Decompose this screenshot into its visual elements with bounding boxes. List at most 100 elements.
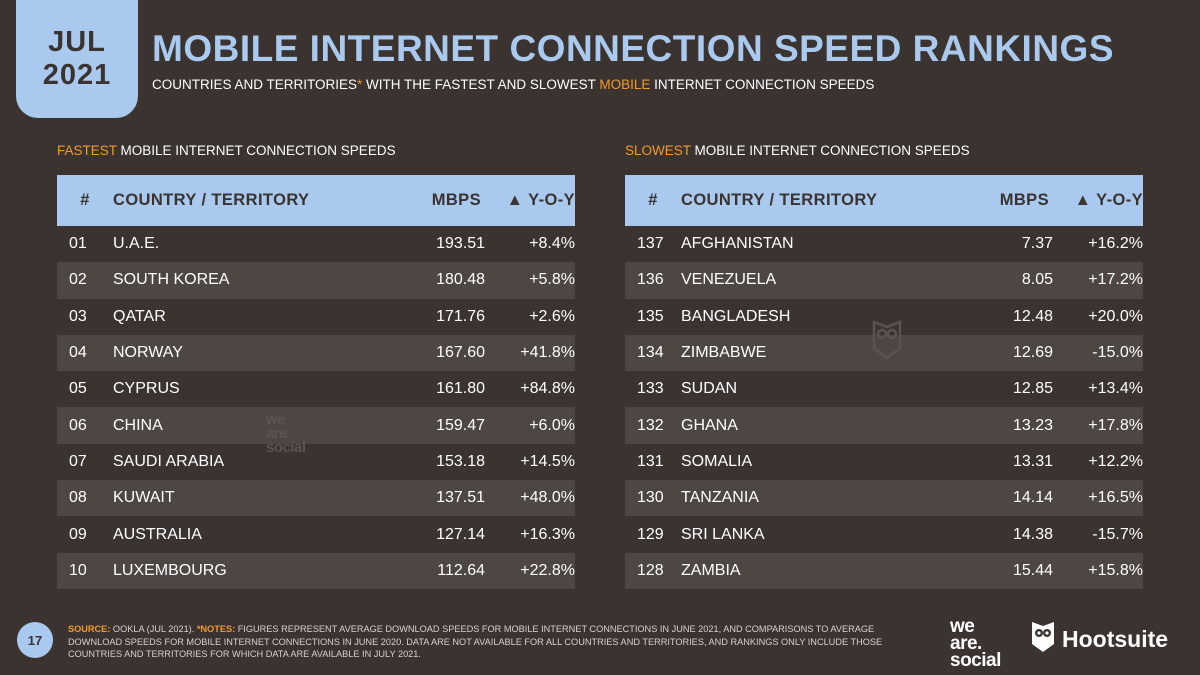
rank-cell: 05 bbox=[69, 380, 87, 398]
yoy-cell: +17.8% bbox=[1088, 416, 1143, 434]
slowest-table: # COUNTRY / TERRITORY MBPS ▲ Y-O-Y 137 AF… bbox=[625, 175, 1143, 589]
page-title: MOBILE INTERNET CONNECTION SPEED RANKING… bbox=[152, 28, 1114, 69]
yoy-cell: +22.8% bbox=[520, 561, 575, 579]
country-cell: GHANA bbox=[681, 416, 738, 434]
slowest-label-highlight: SLOWEST bbox=[625, 143, 691, 158]
country-cell: CHINA bbox=[113, 416, 163, 434]
table-row: 08 KUWAIT 137.51 +48.0% bbox=[57, 480, 575, 517]
table-row: 130 TANZANIA 14.14 +16.5% bbox=[625, 480, 1143, 517]
header-country: COUNTRY / TERRITORY bbox=[681, 191, 878, 209]
mbps-cell: 14.14 bbox=[1012, 489, 1053, 507]
yoy-cell: +15.8% bbox=[1088, 561, 1143, 579]
rank-cell: 133 bbox=[637, 380, 664, 398]
mbps-cell: 127.14 bbox=[436, 525, 485, 543]
rank-cell: 131 bbox=[637, 452, 664, 470]
source-text: OOKLA (JUL 2021). bbox=[110, 624, 197, 634]
slowest-section-label: SLOWEST MOBILE INTERNET CONNECTION SPEED… bbox=[625, 143, 970, 158]
mbps-cell: 14.38 bbox=[1012, 525, 1053, 543]
rank-cell: 04 bbox=[69, 344, 87, 362]
subtitle-highlight: MOBILE bbox=[599, 77, 651, 92]
table-row: 129 SRI LANKA 14.38 -15.7% bbox=[625, 516, 1143, 552]
yoy-cell: +5.8% bbox=[529, 271, 575, 289]
badge-year: 2021 bbox=[42, 59, 112, 91]
yoy-cell: +12.2% bbox=[1088, 452, 1143, 470]
mbps-cell: 112.64 bbox=[437, 561, 485, 579]
footer-notes: SOURCE: OOKLA (JUL 2021). *NOTES: FIGURE… bbox=[68, 623, 898, 661]
yoy-cell: -15.0% bbox=[1092, 344, 1143, 362]
fastest-section-label: FASTEST MOBILE INTERNET CONNECTION SPEED… bbox=[57, 143, 396, 158]
country-cell: TANZANIA bbox=[681, 489, 759, 507]
yoy-cell: +8.4% bbox=[529, 235, 575, 253]
hootsuite-logo: Hootsuite bbox=[1030, 620, 1168, 659]
table-row: 05 CYPRUS 161.80 +84.8% bbox=[57, 371, 575, 407]
logo-line: are. bbox=[950, 633, 982, 654]
rank-cell: 137 bbox=[637, 235, 664, 253]
country-cell: CYPRUS bbox=[113, 380, 180, 398]
page-number: 17 bbox=[17, 622, 53, 658]
subtitle-part3: INTERNET CONNECTION SPEEDS bbox=[650, 77, 875, 92]
rank-cell: 129 bbox=[637, 525, 664, 543]
yoy-cell: +17.2% bbox=[1088, 271, 1143, 289]
mbps-cell: 7.37 bbox=[1021, 235, 1053, 253]
mbps-cell: 153.18 bbox=[436, 452, 485, 470]
mbps-cell: 193.51 bbox=[436, 235, 485, 253]
mbps-cell: 12.69 bbox=[1012, 344, 1053, 362]
table-row: 01 U.A.E. 193.51 +8.4% bbox=[57, 226, 575, 262]
rank-cell: 130 bbox=[637, 489, 664, 507]
header-rank: # bbox=[648, 191, 658, 209]
rank-cell: 136 bbox=[637, 271, 664, 289]
logo-line: social bbox=[950, 650, 1001, 671]
mbps-cell: 13.23 bbox=[1012, 416, 1053, 434]
rank-cell: 10 bbox=[69, 561, 87, 579]
country-cell: QATAR bbox=[113, 307, 166, 325]
table-row: 06 CHINA 159.47 +6.0% bbox=[57, 407, 575, 444]
subtitle-asterisk: * bbox=[357, 77, 363, 92]
table-row: 04 NORWAY 167.60 +41.8% bbox=[57, 334, 575, 372]
country-cell: SUDAN bbox=[681, 380, 738, 398]
mbps-cell: 12.85 bbox=[1012, 380, 1053, 398]
table-row: 135 BANGLADESH 12.48 +20.0% bbox=[625, 299, 1143, 335]
rank-cell: 01 bbox=[69, 235, 87, 253]
logo-line: we bbox=[950, 616, 975, 637]
yoy-cell: +20.0% bbox=[1088, 307, 1143, 325]
rank-cell: 132 bbox=[637, 416, 664, 434]
mbps-cell: 13.31 bbox=[1012, 452, 1053, 470]
rank-cell: 03 bbox=[69, 307, 87, 325]
country-cell: VENEZUELA bbox=[681, 271, 777, 289]
source-label: SOURCE: bbox=[68, 624, 111, 634]
watermark-line: we bbox=[266, 411, 286, 428]
date-badge: JUL 2021 bbox=[16, 0, 138, 118]
table-body: 01 U.A.E. 193.51 +8.4% 02 SOUTH KOREA 180.48 +5… bbox=[57, 226, 575, 589]
watermark-line: social bbox=[266, 439, 306, 456]
yoy-cell: +16.2% bbox=[1088, 235, 1143, 253]
notes-text: FIGURES REPRESENT AVERAGE DOWNLOAD SPEED… bbox=[68, 624, 883, 659]
table-row: 132 GHANA 13.23 +17.8% bbox=[625, 407, 1143, 444]
table-row: 128 ZAMBIA 15.44 +15.8% bbox=[625, 552, 1143, 589]
yoy-cell: +6.0% bbox=[529, 416, 575, 434]
table-row: 136 VENEZUELA 8.05 +17.2% bbox=[625, 262, 1143, 299]
rank-cell: 02 bbox=[69, 271, 87, 289]
country-cell: ZAMBIA bbox=[681, 561, 741, 579]
yoy-cell: +14.5% bbox=[520, 452, 575, 470]
owl-watermark-icon bbox=[870, 318, 904, 365]
subtitle-part2: WITH THE FASTEST AND SLOWEST bbox=[362, 77, 600, 92]
rank-cell: 08 bbox=[69, 489, 87, 507]
rank-cell: 07 bbox=[69, 452, 87, 470]
mbps-cell: 137.51 bbox=[436, 489, 485, 507]
yoy-cell: +84.8% bbox=[520, 380, 575, 398]
table-header: # COUNTRY / TERRITORY MBPS ▲ Y-O-Y bbox=[57, 175, 575, 226]
page-subtitle: COUNTRIES AND TERRITORIES* WITH THE FAST… bbox=[152, 77, 874, 92]
header-mbps: MBPS bbox=[431, 191, 481, 209]
table-row: 09 AUSTRALIA 127.14 +16.3% bbox=[57, 516, 575, 552]
table-row: 137 AFGHANISTAN 7.37 +16.2% bbox=[625, 226, 1143, 262]
country-cell: NORWAY bbox=[113, 344, 183, 362]
watermark-line: are bbox=[266, 425, 288, 442]
country-cell: AUSTRALIA bbox=[113, 525, 202, 543]
country-cell: ZIMBABWE bbox=[681, 344, 767, 362]
header-country: COUNTRY / TERRITORY bbox=[113, 191, 310, 209]
table-body: 137 AFGHANISTAN 7.37 +16.2% 136 VENEZUELA 8.05… bbox=[625, 226, 1143, 589]
rank-cell: 128 bbox=[637, 561, 664, 579]
yoy-cell: +2.6% bbox=[529, 307, 575, 325]
country-cell: KUWAIT bbox=[113, 489, 175, 507]
rank-cell: 09 bbox=[69, 525, 87, 543]
